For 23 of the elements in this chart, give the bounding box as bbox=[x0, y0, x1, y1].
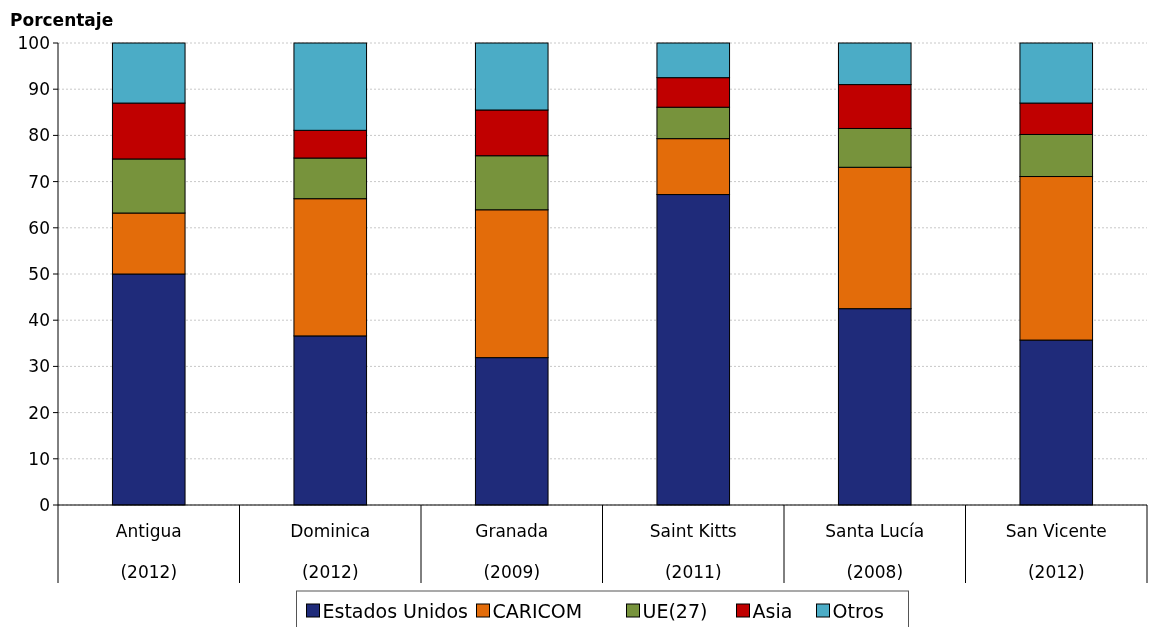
y-tick-label: 20 bbox=[28, 402, 50, 423]
category-label: Santa Lucía (2008) bbox=[825, 521, 925, 582]
category-label: Granada (2009) bbox=[475, 521, 549, 582]
legend-label: CARICOM bbox=[492, 599, 583, 622]
category-label: Dominica (2012) bbox=[290, 521, 371, 582]
legend-label: Estados Unidos bbox=[322, 599, 468, 622]
y-tick-label: 90 bbox=[28, 79, 50, 100]
category-label: San Vicente (2012) bbox=[1005, 521, 1107, 582]
y-tick-label: 100 bbox=[17, 32, 50, 53]
legend-label: UE(27) bbox=[642, 599, 708, 622]
y-tick-label: 10 bbox=[28, 448, 50, 469]
legend-label: Otros bbox=[832, 599, 884, 622]
y-tick-label: 70 bbox=[28, 171, 50, 192]
y-tick-label: 0 bbox=[39, 494, 50, 515]
y-tick-label: 60 bbox=[28, 217, 50, 238]
y-axis-title: Porcentaje bbox=[10, 10, 114, 30]
y-tick-label: 40 bbox=[28, 310, 50, 331]
y-tick-label: 50 bbox=[28, 263, 50, 284]
category-label: Antigua (2012) bbox=[115, 521, 182, 582]
category-label: Saint Kitts (2011) bbox=[649, 521, 737, 582]
y-tick-label: 30 bbox=[28, 356, 50, 377]
y-tick-label: 80 bbox=[28, 125, 50, 146]
legend-label: Asia bbox=[752, 599, 793, 622]
